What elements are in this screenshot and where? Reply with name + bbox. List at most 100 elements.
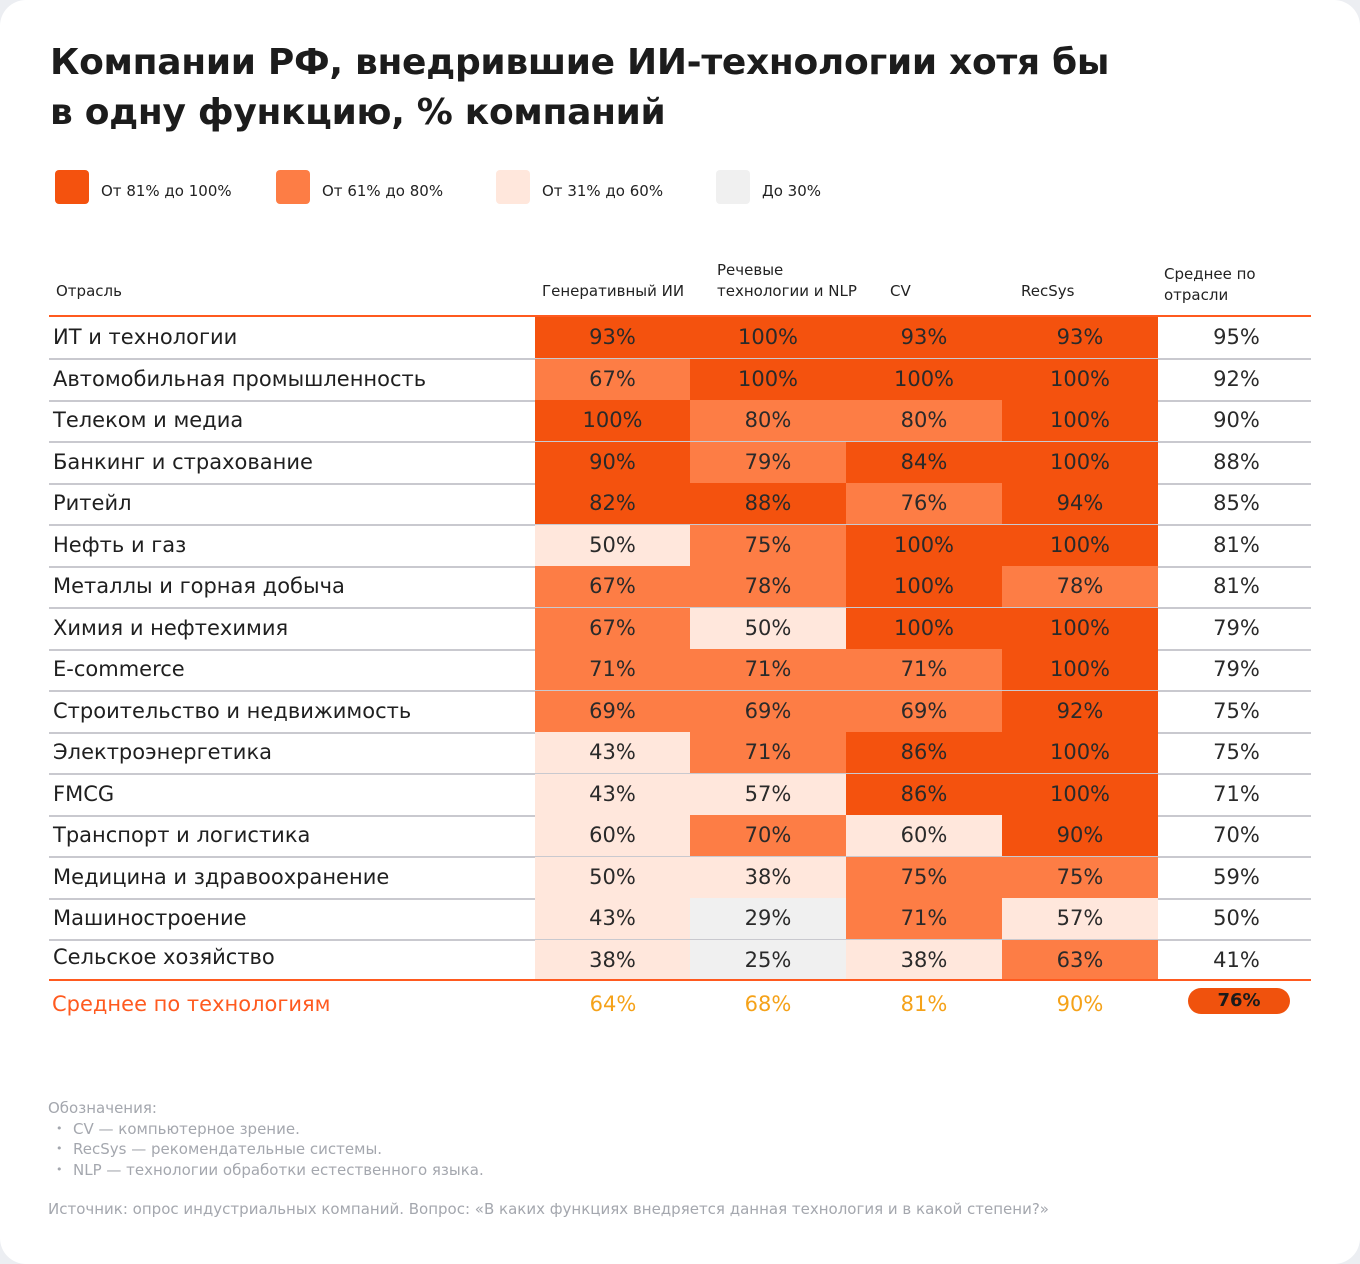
row-label: Машиностроение — [53, 906, 247, 930]
row-label: Сельское хозяйство — [53, 944, 275, 969]
industry-average-value: 75% — [1213, 699, 1260, 723]
heatmap-cell: 71% — [690, 732, 846, 773]
heatmap-cell: 88% — [690, 483, 846, 524]
heatmap-cell: 69% — [535, 691, 690, 732]
heatmap-cell: 75% — [846, 857, 1002, 898]
heatmap-cell: 71% — [690, 649, 846, 690]
heatmap-cell: 100% — [846, 566, 1002, 607]
heatmap-cell: 90% — [1002, 815, 1158, 856]
heatmap-cell: 86% — [846, 732, 1002, 773]
heatmap-cell: 100% — [1002, 359, 1158, 400]
note-item: CV — компьютерное зрение. — [56, 1119, 484, 1140]
row-label: Металлы и горная добыча — [53, 574, 345, 598]
header-cv: CV — [890, 281, 911, 302]
heatmap-cell: 43% — [535, 732, 690, 773]
heatmap-cell: 79% — [690, 442, 846, 483]
source-note: Источник: опрос индустриальных компаний.… — [48, 1200, 1049, 1218]
legend-label: От 81% до 100% — [101, 182, 232, 200]
industry-average-value: 79% — [1213, 616, 1260, 640]
industry-average-value: 88% — [1213, 450, 1260, 474]
header-line: Речевые — [717, 261, 784, 279]
heatmap-cell: 84% — [846, 442, 1002, 483]
heatmap-cell: 76% — [846, 483, 1002, 524]
row-label: Нефть и газ — [53, 532, 187, 557]
note-item: RecSys — рекомендательные системы. — [56, 1139, 484, 1160]
heatmap-cell: 70% — [690, 815, 846, 856]
footer-divider — [49, 979, 1311, 981]
row-label: FMCG — [53, 781, 115, 806]
heatmap-cell: 69% — [846, 691, 1002, 732]
industry-average-value: 41% — [1213, 948, 1260, 972]
heatmap-cell: 92% — [1002, 691, 1158, 732]
heatmap-cell: 60% — [535, 815, 690, 856]
heatmap-cell: 100% — [846, 608, 1002, 649]
industry-average-value: 95% — [1213, 325, 1260, 349]
industry-average-value: 85% — [1213, 491, 1260, 515]
row-label: Строительство и недвижимость — [53, 698, 412, 723]
heatmap-cell: 67% — [535, 608, 690, 649]
legend-swatch-61-80 — [276, 170, 310, 204]
heatmap-cell: 38% — [535, 940, 690, 981]
heatmap-cell: 50% — [690, 608, 846, 649]
heatmap-cell: 43% — [535, 774, 690, 815]
heatmap-cell: 80% — [846, 400, 1002, 441]
heatmap-cell: 50% — [535, 857, 690, 898]
legend-label: От 31% до 60% — [542, 182, 664, 200]
heatmap-cell: 38% — [846, 940, 1002, 981]
heatmap-cell: 100% — [1002, 649, 1158, 690]
heatmap-cell: 100% — [535, 400, 690, 441]
legend-label: До 30% — [762, 182, 822, 200]
header-line: Среднее по — [1164, 265, 1256, 283]
heatmap-cell: 100% — [1002, 400, 1158, 441]
industry-average-value: 59% — [1213, 865, 1260, 889]
technology-average-value: 90% — [1056, 992, 1104, 1016]
note-item: NLP — технологии обработки естественного… — [56, 1160, 484, 1181]
heatmap-cell: 57% — [1002, 898, 1158, 939]
industry-average-value: 70% — [1213, 823, 1260, 847]
technology-average-label: Среднее по технологиям — [52, 992, 331, 1016]
heatmap-cell: 71% — [846, 649, 1002, 690]
heatmap-cell: 60% — [846, 815, 1002, 856]
header-line: CV — [890, 282, 911, 300]
heatmap-cell: 75% — [1002, 857, 1158, 898]
row-label: Химия и нефтехимия — [53, 615, 289, 640]
industry-average-value: 81% — [1213, 574, 1260, 598]
header-industry-average: Среднее по отрасли — [1164, 264, 1256, 306]
heatmap-cell: 86% — [846, 774, 1002, 815]
heatmap-cell: 93% — [846, 317, 1002, 358]
heatmap-cell: 50% — [535, 525, 690, 566]
heatmap-cell: 43% — [535, 898, 690, 939]
heatmap-cell: 67% — [535, 359, 690, 400]
heatmap-cell: 38% — [690, 857, 846, 898]
heatmap-cell: 93% — [535, 317, 690, 358]
header-generative-ai: Генеративный ИИ — [542, 281, 684, 302]
row-label: E-commerce — [53, 657, 185, 681]
heatmap-cell: 25% — [690, 940, 846, 981]
header-divider — [49, 315, 1311, 317]
row-label: Транспорт и логистика — [53, 823, 311, 847]
row-label: Медицина и здравоохранение — [53, 864, 390, 889]
title-line-2: в одну функцию, % компаний — [50, 92, 666, 133]
heatmap-cell: 94% — [1002, 483, 1158, 524]
heatmap-cell: 80% — [690, 400, 846, 441]
header-speech-nlp: Речевые технологии и NLP — [717, 260, 857, 302]
heatmap-cell: 100% — [1002, 442, 1158, 483]
title-line-1: Компании РФ, внедрившие ИИ-технологии хо… — [50, 42, 1110, 83]
row-label: Автомобильная промышленность — [53, 366, 427, 391]
technology-average-value: 64% — [589, 992, 637, 1016]
row-label: Ритейл — [53, 491, 132, 515]
heatmap-cell: 90% — [535, 442, 690, 483]
heatmap-cell: 57% — [690, 774, 846, 815]
heatmap-cell: 29% — [690, 898, 846, 939]
row-label: Банкинг и страхование — [53, 449, 313, 474]
row-label: Телеком и медиа — [53, 408, 244, 432]
header-line: отрасли — [1164, 286, 1229, 304]
industry-average-value: 92% — [1213, 367, 1260, 391]
notes-list: CV — компьютерное зрение. RecSys — реком… — [48, 1119, 484, 1181]
heatmap-cell: 82% — [535, 483, 690, 524]
heatmap-cell: 100% — [1002, 608, 1158, 649]
legend-swatch-31-60 — [496, 170, 530, 204]
heatmap-cell: 67% — [535, 566, 690, 607]
technology-average-value: 68% — [744, 992, 792, 1016]
